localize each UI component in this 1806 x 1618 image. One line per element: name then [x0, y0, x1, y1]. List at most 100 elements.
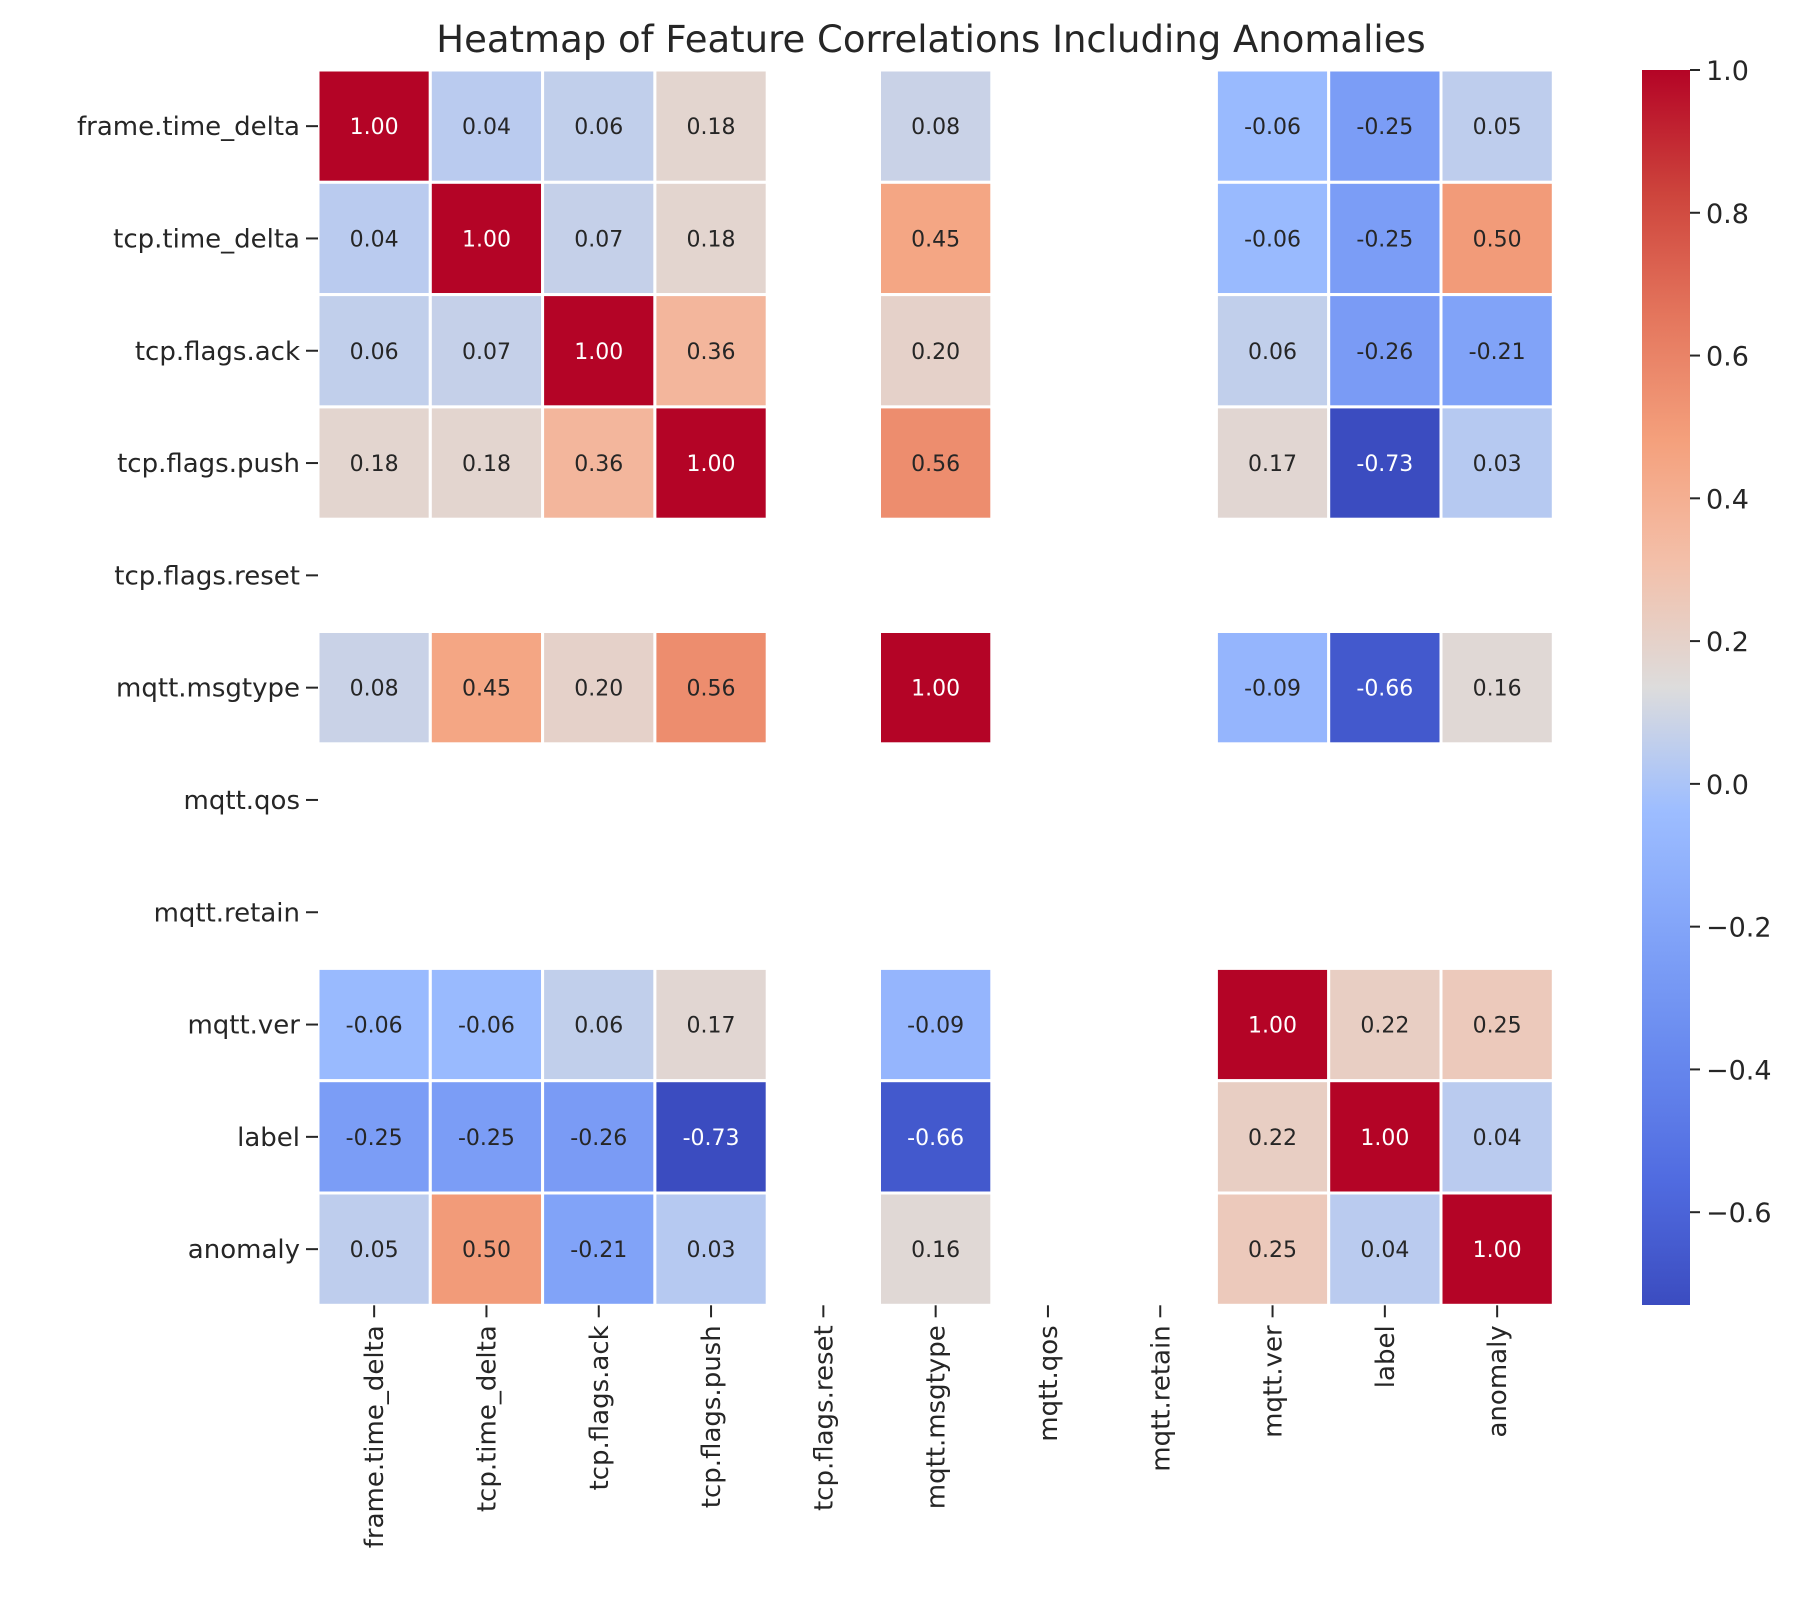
- cell-value-label: 0.05: [1473, 115, 1522, 140]
- colorbar-tick-label: 1.0: [1706, 56, 1749, 87]
- y-tick-label: mqtt.qos: [184, 786, 300, 816]
- heatmap-cell: [541, 1191, 657, 1307]
- heatmap-cell: [541, 405, 657, 521]
- cell-value-label: 0.45: [462, 677, 511, 702]
- cell-value-label: 0.04: [462, 115, 511, 140]
- heatmap-cell: [541, 1079, 657, 1195]
- x-tick-label: anomaly: [1483, 1325, 1513, 1437]
- cell-value-label: 0.05: [350, 1238, 399, 1263]
- heatmap-cell: [1214, 966, 1331, 1083]
- cell-value-label: 0.06: [350, 340, 399, 365]
- colorbar-tick-label: 0.6: [1706, 342, 1749, 373]
- y-tick-labels: frame.time_delta tcp.time_delta tcp.flags.…: [77, 112, 318, 1265]
- cell-value-label: -0.26: [570, 1126, 627, 1151]
- heatmap-cell: [653, 405, 769, 521]
- cell-value-label: 1.00: [687, 452, 736, 477]
- cell-value-label: 1.00: [911, 677, 960, 702]
- x-tick-labels: frame.time_delta tcp.time_delta tcp.flags.…: [360, 1305, 1513, 1548]
- cell-value-label: 0.25: [1248, 1238, 1297, 1263]
- cell-value-label: -0.25: [1356, 227, 1413, 252]
- heatmap-cell: [653, 180, 769, 297]
- cell-value-label: -0.21: [1469, 340, 1526, 365]
- heatmap-cell: [1439, 1191, 1555, 1307]
- y-tick-label: anomaly: [188, 1235, 300, 1265]
- cell-value-label: 0.06: [574, 1014, 623, 1039]
- y-tick-label: tcp.flags.ack: [135, 337, 300, 367]
- cell-value-label: 0.18: [350, 452, 399, 477]
- cell-value-label: 0.17: [1248, 452, 1297, 477]
- heatmap-cell: [878, 630, 994, 746]
- cell-value-label: 0.06: [574, 115, 623, 140]
- heatmap-cell: [1439, 630, 1555, 746]
- cell-value-label: 0.36: [574, 452, 623, 477]
- cell-value-label: 1.00: [1360, 1126, 1409, 1151]
- heatmap-cell: [316, 1079, 432, 1195]
- heatmap-cell: [878, 405, 994, 521]
- cell-value-label: -0.06: [1244, 115, 1301, 140]
- colorbar-tick-label: 0.0: [1706, 770, 1749, 801]
- heatmap-cell: [1327, 405, 1443, 521]
- cell-value-label: -0.26: [1356, 340, 1413, 365]
- heatmap-cell: [428, 1079, 545, 1195]
- heatmap-cell: [1327, 293, 1443, 409]
- heatmap-cell: [316, 405, 432, 521]
- heatmap-cell: [878, 1191, 994, 1307]
- heatmap-cell: [1214, 630, 1331, 746]
- heatmap-cell: [1214, 68, 1331, 184]
- cell-value-label: -0.09: [1244, 677, 1301, 702]
- cell-value-label: 0.06: [1248, 340, 1297, 365]
- heatmap-cell: [653, 293, 769, 409]
- x-tick-label: tcp.flags.reset: [809, 1325, 839, 1511]
- heatmap-cell: [653, 966, 769, 1083]
- colorbar-tick-label: −0.2: [1706, 913, 1772, 944]
- cell-value-label: 0.50: [1473, 227, 1522, 252]
- cell-value-label: -0.06: [1244, 227, 1301, 252]
- x-tick-label: frame.time_delta: [360, 1325, 390, 1548]
- cell-value-label: -0.66: [1356, 677, 1413, 702]
- heatmap-cell: [428, 630, 545, 746]
- cell-value-label: 0.18: [687, 115, 736, 140]
- cell-value-label: 1.00: [1248, 1014, 1297, 1039]
- cell-value-label: 1.00: [350, 115, 399, 140]
- x-tick-label: mqtt.retain: [1146, 1325, 1176, 1471]
- cell-value-label: 0.18: [687, 227, 736, 252]
- heatmap-cell: [653, 630, 769, 746]
- heatmap-cell: [428, 68, 545, 184]
- cell-value-label: 0.07: [462, 340, 511, 365]
- cell-value-label: 0.22: [1360, 1014, 1409, 1039]
- cell-value-label: -0.21: [570, 1238, 627, 1263]
- heatmap-cell: [1439, 68, 1555, 184]
- x-tick-label: mqtt.qos: [1034, 1325, 1064, 1441]
- cell-value-label: -0.06: [346, 1014, 403, 1039]
- cell-value-label: 1.00: [462, 227, 511, 252]
- heatmap-cell: [1327, 1079, 1443, 1195]
- heatmap-cell: [1214, 180, 1331, 297]
- heatmap-cell: [878, 1079, 994, 1195]
- y-tick-label: mqtt.msgtype: [116, 674, 300, 704]
- cell-value-label: 0.50: [462, 1238, 511, 1263]
- x-tick-label: mqtt.msgtype: [922, 1325, 952, 1509]
- cell-value-label: 0.16: [911, 1238, 960, 1263]
- heatmap-cell: [1214, 1079, 1331, 1195]
- cell-value-label: 0.16: [1473, 677, 1522, 702]
- y-tick-label: tcp.flags.push: [117, 449, 300, 479]
- cell-value-label: 0.18: [462, 452, 511, 477]
- heatmap-cell: [1439, 293, 1555, 409]
- heatmap-cell: [653, 1079, 769, 1195]
- cell-value-label: 0.56: [687, 677, 736, 702]
- heatmap-cell: [428, 966, 545, 1083]
- colorbar-tick-label: −0.4: [1706, 1055, 1772, 1086]
- y-tick-label: mqtt.retain: [154, 898, 300, 928]
- cell-value-label: 0.04: [350, 227, 399, 252]
- x-tick-label: tcp.time_delta: [472, 1325, 502, 1512]
- x-tick-label: tcp.flags.push: [697, 1325, 727, 1508]
- heatmap-cell: [1327, 966, 1443, 1083]
- cell-value-label: 0.03: [1473, 452, 1522, 477]
- cell-value-label: 0.08: [911, 115, 960, 140]
- y-tick-label: label: [237, 1123, 300, 1153]
- cell-value-label: 0.45: [911, 227, 960, 252]
- heatmap-cell: [1439, 1079, 1555, 1195]
- cell-value-label: 0.04: [1473, 1126, 1522, 1151]
- cell-value-label: 0.56: [911, 452, 960, 477]
- cell-value-label: -0.25: [1356, 115, 1413, 140]
